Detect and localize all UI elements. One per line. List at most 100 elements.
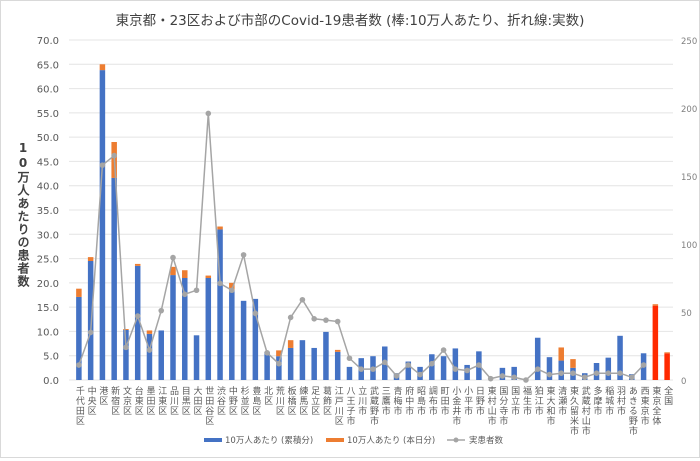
bar-cumulative xyxy=(534,337,541,380)
x-tick-label: 小金井市 xyxy=(450,386,461,426)
x-tick-label: 福生市 xyxy=(521,385,532,416)
bar-cumulative xyxy=(452,348,459,380)
x-tick-label: 墨田区 xyxy=(144,386,155,416)
line-point xyxy=(381,359,388,366)
x-tick-label: 練馬区 xyxy=(297,385,308,416)
y2-tick-label: 250 xyxy=(681,37,697,47)
bar-cumulative xyxy=(87,261,94,380)
legend-label-cumulative: 10万人あたり (累積分) xyxy=(225,435,313,446)
bar-cumulative xyxy=(182,278,188,380)
legend-label-today: 10万人あたり (本日分) xyxy=(347,435,435,446)
x-tick-label: 東大和市 xyxy=(544,385,555,426)
bar-today xyxy=(664,352,670,354)
line-point xyxy=(287,314,294,321)
x-tick-label: 葛飾区 xyxy=(321,385,332,416)
bar-cumulative xyxy=(323,331,329,380)
line-point xyxy=(440,347,447,353)
y-tick-label: 45.0 xyxy=(37,157,59,168)
x-tick-label: 狛江市 xyxy=(533,385,544,416)
line-point xyxy=(123,344,129,351)
line-point xyxy=(205,110,212,117)
line-point xyxy=(240,252,247,258)
bar-cumulative xyxy=(123,329,129,380)
line-point xyxy=(170,254,176,261)
line-point xyxy=(546,371,553,378)
y-tick-label: 20.0 xyxy=(37,279,59,290)
y-tick-label: 35.0 xyxy=(37,206,59,217)
x-tick-label: 江東区 xyxy=(156,386,167,416)
y-tick-label: 10.0 xyxy=(37,327,59,338)
bar-cumulative xyxy=(76,296,82,380)
bar-cumulative xyxy=(440,356,447,380)
bar-today xyxy=(287,340,294,348)
line-point xyxy=(181,291,188,298)
x-tick-label: 世田谷区 xyxy=(203,385,214,426)
legend-marker xyxy=(453,437,459,443)
x-tick-label: 立川市 xyxy=(356,385,367,416)
line-point xyxy=(264,350,270,356)
line-point xyxy=(393,373,400,379)
bar-cumulative xyxy=(652,305,659,380)
x-tick-label: 三鷹市 xyxy=(380,386,391,416)
bar-today xyxy=(334,349,341,352)
line-point xyxy=(276,360,282,367)
x-tick-label: 日野市 xyxy=(474,386,485,416)
line-point xyxy=(534,366,541,372)
bar-cumulative xyxy=(558,360,564,380)
line-point xyxy=(511,374,517,381)
y2-tick-label: 50 xyxy=(681,309,692,319)
x-tick-label: 多摩市 xyxy=(592,385,603,416)
bar-today xyxy=(276,350,282,357)
x-tick-label: 荒川区 xyxy=(274,386,285,416)
bar-cumulative xyxy=(511,366,517,380)
x-tick-label: 豊島区 xyxy=(250,385,261,416)
bar-cumulative xyxy=(617,335,623,380)
line-point xyxy=(134,313,141,319)
bar-cumulative xyxy=(405,361,412,380)
line-point xyxy=(558,370,565,377)
x-tick-label: 足立区 xyxy=(309,386,320,416)
bar-today xyxy=(87,257,94,261)
bar-cumulative xyxy=(287,347,294,380)
bar-cumulative xyxy=(205,278,212,380)
bar-today xyxy=(170,266,176,276)
x-tick-label: 東村山市 xyxy=(486,385,497,426)
bar-cumulative xyxy=(664,353,670,380)
y2-tick-label: 100 xyxy=(681,241,697,251)
bar-cumulative xyxy=(134,265,141,380)
legend-label-line: 実患者数 xyxy=(469,435,504,446)
bars xyxy=(76,64,670,380)
y2-tick-label: 0 xyxy=(681,377,686,387)
bar-today xyxy=(652,304,659,306)
bar-today xyxy=(229,282,235,291)
line-point xyxy=(605,370,612,377)
line-point xyxy=(76,362,82,368)
legend-swatch-cumulative xyxy=(204,438,222,442)
x-tick-label: あきる野市 xyxy=(627,386,638,436)
bar-cumulative xyxy=(264,351,270,380)
x-tick-label: 府中市 xyxy=(403,385,414,416)
x-tick-label: 東久留米市 xyxy=(568,385,579,436)
bar-cumulative xyxy=(111,177,117,380)
bar-cumulative xyxy=(158,330,164,380)
bar-today xyxy=(146,330,153,334)
line-point xyxy=(405,362,412,368)
x-tick-label: 中央区 xyxy=(86,385,97,416)
line-point xyxy=(358,366,365,372)
line-point xyxy=(229,287,235,294)
line-point xyxy=(217,280,223,287)
x-tick-label: 稲城市 xyxy=(603,385,614,416)
bar-cumulative xyxy=(240,300,247,380)
line-point xyxy=(429,360,435,367)
bar-cumulative xyxy=(170,275,176,380)
x-tick-label: 武蔵野市 xyxy=(368,385,379,426)
line-point xyxy=(581,374,588,381)
x-tick-label: 大田区 xyxy=(192,385,203,416)
bar-cumulative xyxy=(99,70,106,380)
line-point xyxy=(476,362,482,368)
y-tick-label: 70.0 xyxy=(37,36,59,47)
bar-today xyxy=(123,329,129,330)
x-tick-label: 目黒区 xyxy=(180,386,191,416)
